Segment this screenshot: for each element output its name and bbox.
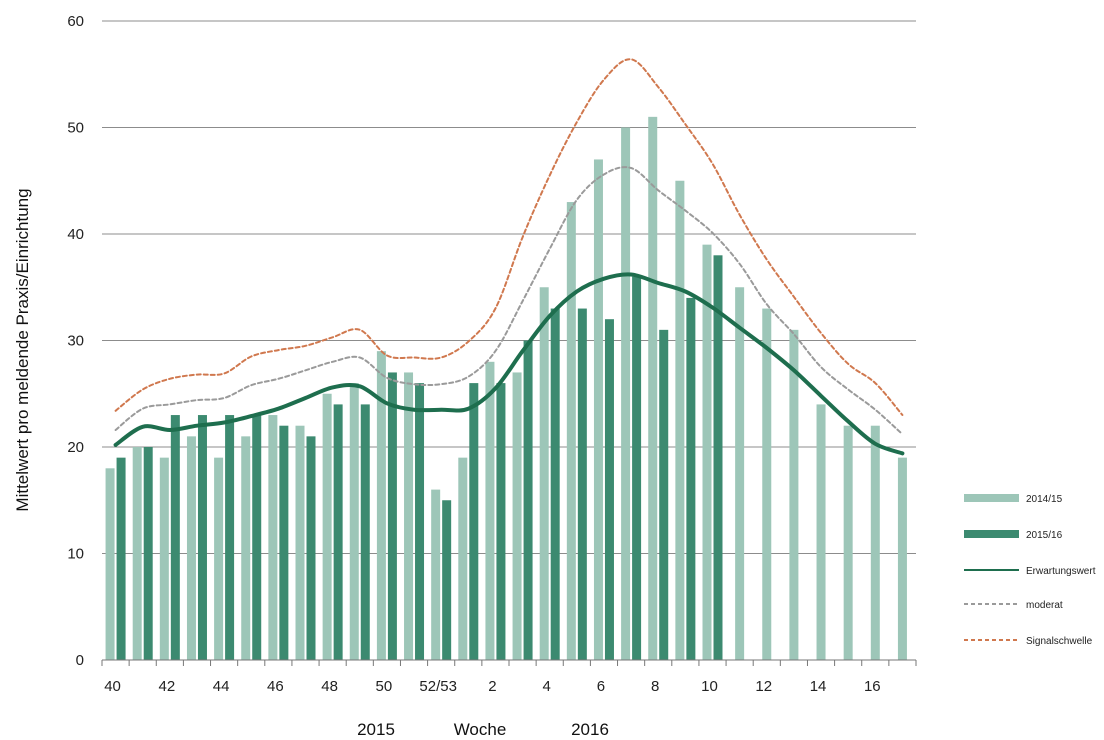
- bar-2014-15: [762, 308, 772, 660]
- x-tick-label: 52/53: [419, 678, 457, 695]
- bar-2014-15: [621, 127, 631, 660]
- bar-2015-16: [659, 329, 669, 660]
- bar-2014-15: [843, 425, 853, 660]
- line-signalschwelle: [114, 58, 904, 416]
- bar-2015-16: [686, 297, 696, 660]
- bar-2014-15: [897, 457, 907, 660]
- bar-2014-15: [789, 329, 799, 660]
- bar-2014-15: [105, 468, 115, 660]
- bar-2015-16: [170, 415, 180, 660]
- x-tick-label: 10: [701, 678, 718, 695]
- bar-2015-16: [197, 415, 207, 660]
- x-tick-label: 6: [597, 678, 605, 695]
- bar-2015-16: [333, 404, 343, 660]
- year-label-2016: 2016: [571, 720, 609, 739]
- bar-2014-15: [349, 383, 359, 660]
- x-tick-label: 8: [651, 678, 659, 695]
- bar-2015-16: [415, 383, 425, 660]
- y-tick-label: 10: [67, 546, 84, 563]
- bar-2015-16: [496, 383, 506, 660]
- year-label-2015: 2015: [357, 720, 395, 739]
- y-tick-label: 30: [67, 333, 84, 350]
- bar-2015-16: [143, 447, 153, 660]
- x-axis-label: Woche: [454, 720, 507, 739]
- y-tick-label: 0: [76, 652, 84, 669]
- x-tick-label: 46: [267, 678, 284, 695]
- bar-2014-15: [404, 372, 414, 660]
- y-tick-label: 40: [67, 226, 84, 243]
- bar-2014-15: [186, 436, 196, 660]
- bar-2015-16: [360, 404, 370, 660]
- bar-2014-15: [539, 287, 549, 660]
- bar-2014-15: [816, 404, 826, 660]
- bar-2015-16: [550, 308, 560, 660]
- bar-2014-15: [214, 457, 224, 660]
- bar-2014-15: [702, 244, 712, 660]
- bar-2015-16: [279, 425, 289, 660]
- bar-2014-15: [566, 202, 576, 661]
- bar-2014-15: [458, 457, 468, 660]
- legend-label-erwartungswert: Erwartungswert: [1026, 566, 1096, 577]
- bar-2014-15: [675, 180, 685, 660]
- bar-2015-16: [577, 308, 587, 660]
- bar-2015-16: [713, 255, 723, 661]
- bar-2014-15: [431, 489, 441, 660]
- legend: 2014/15 2015/16 Erwartungswert moderat Signa…: [964, 494, 1096, 647]
- x-tick-label: 42: [158, 678, 175, 695]
- legend-label-2015-16: 2015/16: [1026, 530, 1063, 541]
- bar-2015-16: [116, 457, 126, 660]
- bar-2015-16: [632, 276, 642, 660]
- bar-2014-15: [322, 393, 332, 660]
- x-tick-label: 48: [321, 678, 338, 695]
- bar-2014-15: [485, 361, 495, 660]
- bar-2015-16: [442, 500, 452, 660]
- legend-label-2014-15: 2014/15: [1026, 494, 1063, 505]
- x-tick-label: 16: [864, 678, 881, 695]
- bar-2014-15: [132, 447, 142, 660]
- x-tick-label: 2: [488, 678, 496, 695]
- y-tick-label: 20: [67, 439, 84, 456]
- bar-2014-15: [593, 159, 603, 660]
- bars: [105, 116, 907, 661]
- bar-2014-15: [295, 425, 305, 660]
- bar-2014-15: [870, 425, 880, 660]
- bar-2015-16: [225, 415, 235, 660]
- bar-2015-16: [604, 319, 614, 660]
- legend-label-signalschwelle: Signalschwelle: [1026, 636, 1093, 647]
- bar-2015-16: [306, 436, 316, 660]
- bar-2014-15: [648, 116, 658, 661]
- legend-swatch-2014-15: [964, 494, 1019, 502]
- legend-label-moderat: moderat: [1026, 600, 1063, 611]
- bar-2014-15: [735, 287, 745, 660]
- bar-2014-15: [376, 351, 386, 660]
- x-tick-label: 44: [213, 678, 230, 695]
- x-tick-label: 40: [104, 678, 121, 695]
- y-axis-label: Mittelwert pro meldende Praxis/Einrichtu…: [13, 188, 32, 511]
- x-tick-label: 14: [810, 678, 827, 695]
- line-moderat: [114, 166, 904, 436]
- bar-2015-16: [469, 383, 479, 660]
- legend-swatch-2015-16: [964, 530, 1019, 538]
- gridlines: [102, 20, 916, 554]
- x-tick-label: 50: [376, 678, 393, 695]
- x-tick-label: 12: [755, 678, 772, 695]
- bar-2015-16: [252, 415, 262, 660]
- bar-2015-16: [387, 372, 397, 660]
- y-tick-label: 60: [67, 13, 84, 30]
- bar-2015-16: [523, 340, 533, 660]
- bar-2014-15: [159, 457, 169, 660]
- y-tick-label: 50: [67, 120, 84, 137]
- bar-2014-15: [268, 415, 278, 660]
- bar-2014-15: [512, 372, 522, 660]
- x-tick-label: 4: [543, 678, 551, 695]
- line-erwartungswert: [113, 272, 905, 456]
- bar-2014-15: [241, 436, 251, 660]
- lines: [113, 58, 905, 456]
